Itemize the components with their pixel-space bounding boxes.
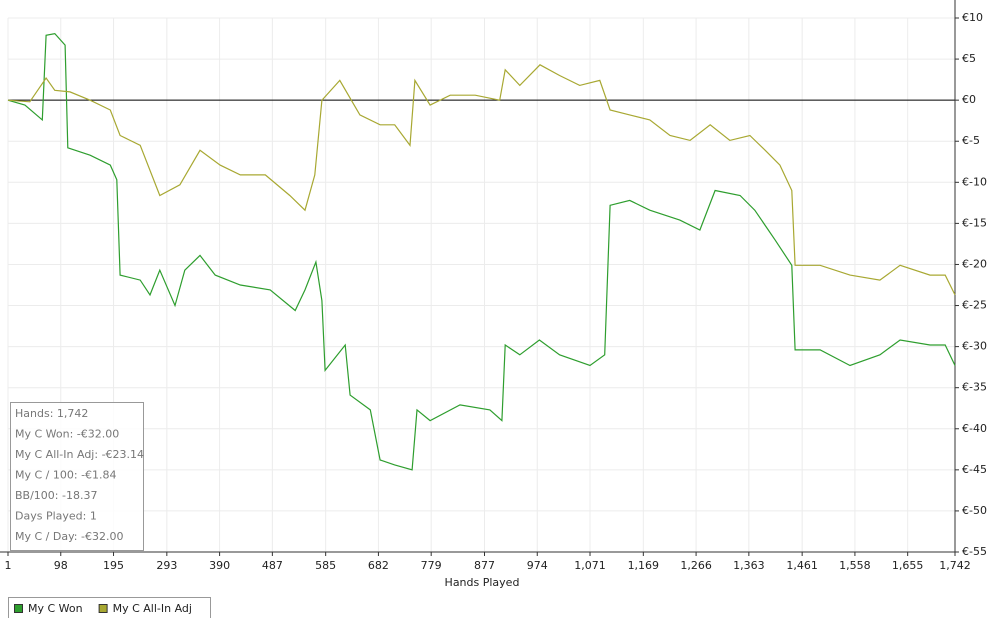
stat-line: My C Won: -€32.00 [15, 428, 119, 441]
stats-box [10, 402, 144, 551]
x-tick-label: 1,363 [733, 559, 765, 572]
stat-line: My C All-In Adj: -€23.14 [15, 448, 144, 461]
legend-label: My C All-In Adj [113, 602, 192, 615]
legend [8, 597, 211, 618]
stat-line: My C / Day: -€32.00 [15, 530, 123, 543]
y-tick-label: €-50 [962, 504, 987, 517]
y-tick-label: €-10 [962, 175, 987, 188]
x-tick-label: 390 [209, 559, 230, 572]
x-tick-label: 1,461 [786, 559, 818, 572]
x-tick-label: 487 [262, 559, 283, 572]
x-tick-label: 1,558 [839, 559, 871, 572]
stat-line: Days Played: 1 [15, 510, 97, 523]
x-tick-label: 195 [103, 559, 124, 572]
y-tick-label: €-55 [962, 545, 987, 558]
x-tick-label: 1,071 [574, 559, 606, 572]
x-tick-label: 1,655 [892, 559, 924, 572]
legend-swatch [14, 604, 23, 613]
y-tick-label: €0 [962, 93, 976, 106]
x-tick-label: 682 [368, 559, 389, 572]
y-tick-label: €-35 [962, 381, 987, 394]
x-tick-label: 1,169 [628, 559, 660, 572]
x-tick-label: 1,266 [680, 559, 712, 572]
y-tick-label: €-40 [962, 422, 987, 435]
y-tick-label: €-25 [962, 299, 987, 312]
legend-swatch [98, 604, 108, 613]
x-axis-label: Hands Played [445, 576, 520, 589]
stat-line: BB/100: -18.37 [15, 489, 97, 502]
x-tick-label: 1,742 [939, 559, 971, 572]
x-tick-label: 293 [156, 559, 177, 572]
y-tick-label: €-45 [962, 463, 987, 476]
x-tick-label: 974 [527, 559, 548, 572]
x-tick-label: 779 [421, 559, 442, 572]
legend-label: My C Won [28, 602, 83, 615]
series-line [7, 32, 956, 471]
y-tick-label: €10 [962, 11, 983, 24]
x-tick-label: 1 [5, 559, 12, 572]
x-tick-label: 98 [54, 559, 68, 572]
series-line [7, 64, 956, 296]
y-tick-label: €5 [962, 52, 976, 65]
stat-line: Hands: 1,742 [15, 407, 88, 420]
x-tick-label: 585 [315, 559, 336, 572]
y-tick-label: €-15 [962, 216, 987, 229]
y-tick-label: €-20 [962, 257, 987, 270]
y-tick-label: €-5 [962, 134, 980, 147]
x-tick-label: 877 [474, 559, 495, 572]
stat-line: My C / 100: -€1.84 [15, 469, 117, 482]
y-tick-label: €-30 [962, 340, 987, 353]
